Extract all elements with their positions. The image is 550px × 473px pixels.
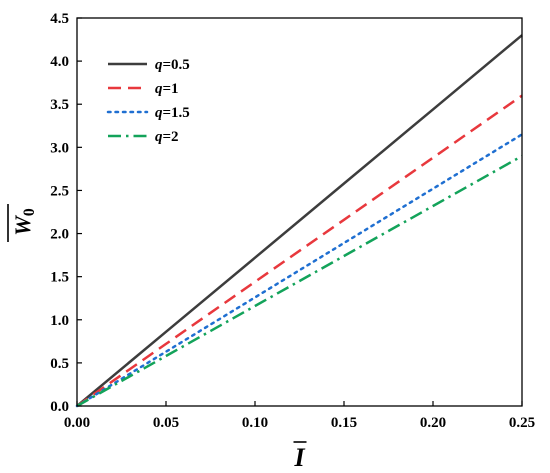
legend-label-variable: q (155, 105, 163, 121)
y-tick-label: 0.0 (50, 399, 69, 415)
y-tick-label: 3.5 (50, 97, 69, 113)
legend-label-variable: q (155, 81, 163, 97)
y-tick-label: 1.0 (50, 313, 69, 329)
legend-label-value: =1 (163, 81, 179, 97)
legend-label-value: =1.5 (163, 105, 190, 121)
legend-label: q=2 (155, 129, 179, 145)
y-axis-label-subscript: 0 (21, 208, 38, 216)
x-axis-label: I (293, 441, 307, 472)
y-axis-label-text: W0 (10, 208, 38, 236)
legend: q=0.5q=1q=1.5q=2 (106, 57, 190, 145)
y-tick-label: 1.5 (50, 270, 69, 286)
legend-label: q=1 (155, 81, 179, 97)
x-tick-label: 0.20 (420, 415, 446, 431)
x-tick-label: 0.25 (509, 415, 535, 431)
legend-label-value: =0.5 (163, 57, 190, 73)
legend-label: q=0.5 (155, 57, 190, 73)
axis-ticks: 0.00 0.05 0.10 0.15 0.20 0.25 0.0 0.5 1.0 1.5 2.0 2… (50, 11, 535, 431)
y-tick-label: 0.5 (50, 356, 69, 372)
y-axis-label: W0 (7, 204, 38, 242)
y-tick-label: 4.0 (50, 54, 69, 70)
y-tick-label: 3.0 (50, 140, 69, 156)
series-line-q-0-5 (76, 34, 523, 407)
legend-label-value: =2 (163, 129, 179, 145)
series-line-q-2 (76, 154, 523, 408)
legend-label-variable: q (155, 57, 163, 73)
x-tick-label: 0.15 (331, 415, 357, 431)
x-axis-label-text: I (293, 443, 305, 472)
legend-label-variable: q (155, 129, 163, 145)
series-line-q-1 (76, 94, 523, 408)
plot-frame (76, 17, 523, 407)
legend-label: q=1.5 (155, 105, 190, 121)
series-line-q-1-5 (75, 133, 524, 408)
y-tick-label: 2.5 (50, 183, 69, 199)
x-tick-label: 0.05 (153, 415, 179, 431)
y-axis-label-main: W (10, 215, 35, 236)
y-tick-label: 2.0 (50, 227, 69, 243)
x-tick-label: 0.10 (242, 415, 268, 431)
x-tick-label: 0.00 (64, 415, 90, 431)
series-lines (75, 34, 524, 408)
y-tick-label: 4.5 (50, 11, 69, 27)
